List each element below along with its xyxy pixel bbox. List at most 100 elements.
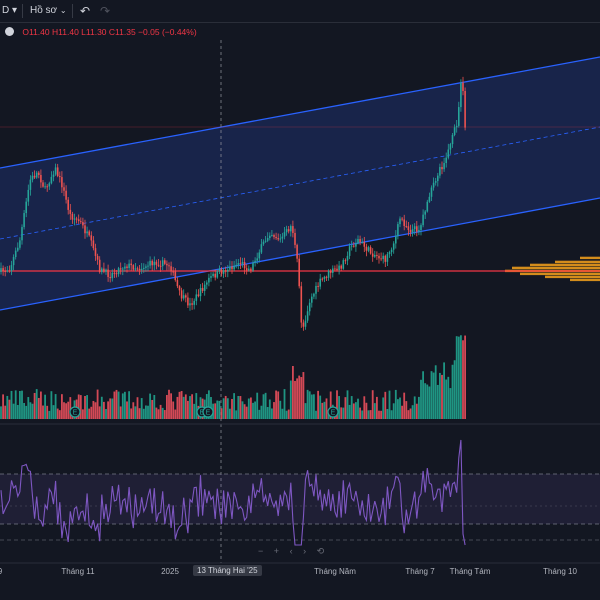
candle-body: [298, 258, 300, 287]
candle-body: [128, 263, 130, 269]
earnings-marker-label: E: [200, 410, 205, 417]
earnings-marker[interactable]: E: [69, 406, 81, 418]
candle-body: [430, 187, 433, 197]
volume-profile-bar: [520, 272, 600, 276]
zoom-in-button[interactable]: +: [273, 546, 280, 556]
candle-body: [392, 243, 395, 250]
candle-body: [195, 294, 198, 301]
reset-chart-button[interactable]: ⟲: [316, 546, 325, 556]
volume-bar: [56, 408, 59, 419]
candle-body: [180, 290, 183, 299]
volume-bar: [115, 389, 118, 419]
candle-body: [313, 293, 315, 297]
volume-bar: [4, 405, 7, 419]
volume-bar: [67, 401, 70, 419]
candle-body: [21, 227, 23, 241]
candle-body: [235, 264, 237, 266]
undo-icon[interactable]: ↶: [80, 4, 91, 18]
legend-change: −0.05 (−0.44%): [138, 27, 197, 37]
candle-body: [460, 82, 462, 108]
candle-body: [315, 285, 317, 294]
candle-body: [271, 234, 273, 236]
candle-body: [224, 270, 227, 272]
volume-bar: [306, 389, 309, 419]
volume-bar: [161, 407, 164, 419]
candle-body: [329, 270, 332, 273]
legend-close: C11.35: [108, 27, 136, 37]
volume-bar: [222, 398, 225, 419]
volume-bar: [220, 408, 223, 419]
scroll-left-button[interactable]: ‹: [289, 546, 293, 556]
candle-body: [203, 284, 206, 291]
volume-bar: [376, 396, 378, 419]
zoom-out-button[interactable]: −: [258, 546, 264, 556]
volume-bar: [237, 396, 240, 419]
candle-body: [136, 268, 139, 270]
volume-bar: [107, 401, 109, 419]
interval-button[interactable]: D ▾: [2, 5, 18, 16]
candle-body: [113, 272, 116, 274]
earnings-marker-circle: [69, 406, 81, 418]
earnings-marker[interactable]: E: [202, 406, 214, 418]
x-axis[interactable]: 9 Tháng 11 2025 3 Tháng Năm Tháng 7 Thán…: [0, 563, 600, 579]
volume-bar: [27, 397, 30, 419]
candle-body: [101, 268, 103, 273]
candle-body: [397, 224, 399, 236]
volume-bar: [245, 406, 248, 419]
volume-bar: [304, 403, 307, 419]
candle-body: [367, 247, 370, 251]
volume-bar: [184, 394, 187, 419]
compare-button[interactable]: Hồ sơ ⌄: [30, 5, 67, 16]
candle-body: [117, 268, 120, 275]
candle-body: [453, 127, 456, 135]
volume-bar: [451, 364, 454, 419]
candle-body: [344, 260, 347, 262]
volume-bar: [464, 335, 466, 419]
volume-bar: [170, 393, 172, 419]
volume-bar: [21, 390, 23, 419]
candle-body: [214, 273, 216, 278]
volume-bar: [342, 407, 345, 419]
candle-body: [134, 268, 137, 270]
candle-body: [193, 300, 195, 305]
scroll-right-button[interactable]: ›: [303, 546, 307, 556]
volume-bar: [250, 397, 252, 419]
candle-body: [88, 231, 90, 236]
candle-body: [300, 286, 303, 323]
volume-bar: [69, 397, 72, 419]
earnings-marker[interactable]: E: [327, 406, 339, 418]
volume-bar: [147, 405, 149, 419]
volume-bar: [453, 360, 456, 419]
candle-body: [462, 82, 464, 91]
volume-bar: [90, 406, 93, 419]
candle-body: [252, 262, 254, 271]
x-tick-label: Tháng 10: [543, 567, 577, 576]
volume-bar: [382, 397, 385, 419]
volume-bar: [155, 407, 158, 419]
volume-bar: [380, 410, 382, 419]
candle-body: [94, 248, 97, 256]
volume-bar: [357, 398, 359, 419]
candle-body: [6, 270, 9, 272]
volume-bar: [447, 376, 450, 419]
channel-lower-line[interactable]: [0, 197, 600, 311]
candle-body: [75, 218, 78, 220]
volume-bar: [268, 399, 271, 419]
volume-bar: [46, 405, 49, 419]
volume-bar: [193, 403, 196, 419]
volume-bar: [86, 395, 88, 419]
candle-body: [243, 262, 246, 269]
redo-icon[interactable]: ↷: [100, 4, 111, 18]
volume-bar: [260, 405, 263, 419]
candle-body: [350, 245, 353, 247]
channel-upper-line[interactable]: [0, 56, 600, 169]
volume-bar: [134, 406, 137, 419]
volume-bar: [420, 379, 422, 419]
volume-bar: [224, 395, 227, 419]
x-tick-label: Tháng 11: [61, 567, 95, 576]
candle-body: [161, 260, 164, 267]
legend-dot-icon[interactable]: [5, 27, 14, 36]
volume-bar: [319, 395, 322, 419]
